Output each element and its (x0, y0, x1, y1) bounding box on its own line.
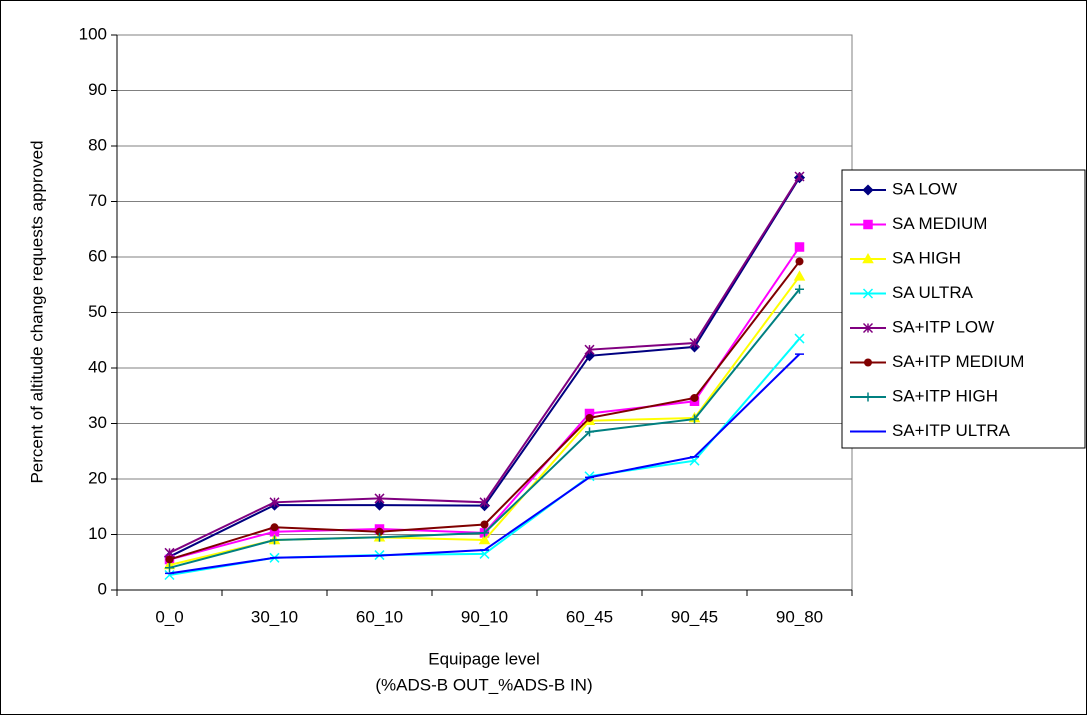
y-tick-label: 10 (88, 524, 107, 543)
y-tick-label: 20 (88, 468, 107, 487)
y-tick-label: 70 (88, 191, 107, 210)
x-tick-label: 60_45 (566, 607, 613, 626)
marker (165, 555, 174, 564)
y-axis-title: Percent of altitude change requests appr… (27, 140, 46, 483)
legend-label: SA+ITP HIGH (892, 386, 998, 405)
series (165, 284, 804, 573)
marker (270, 535, 279, 545)
marker (795, 257, 804, 266)
series (164, 171, 805, 558)
marker (478, 534, 491, 545)
legend-label: SA ULTRA (892, 283, 974, 302)
legend-label: SA HIGH (892, 248, 961, 267)
legend-label: SA+ITP LOW (892, 317, 994, 336)
y-tick-label: 0 (98, 579, 107, 598)
legend-label: SA MEDIUM (892, 214, 987, 233)
y-tick-label: 30 (88, 413, 107, 432)
legend-label: SA+ITP ULTRA (892, 421, 1011, 440)
marker (795, 284, 804, 294)
y-tick-label: 80 (88, 135, 107, 154)
marker (862, 322, 874, 334)
marker (375, 532, 384, 542)
x-tick-label: 90_10 (461, 607, 508, 626)
x-tick-label: 0_0 (155, 607, 183, 626)
marker (375, 527, 384, 536)
marker (864, 358, 872, 367)
marker (862, 252, 874, 264)
x-tick-label: 60_10 (356, 607, 403, 626)
marker (862, 184, 874, 196)
marker (863, 219, 873, 230)
legend-box (841, 169, 1086, 449)
marker (794, 242, 805, 252)
marker (794, 333, 805, 344)
y-tick-label: 60 (88, 246, 107, 265)
series (165, 257, 804, 564)
series (165, 353, 804, 575)
y-tick-label: 90 (88, 80, 107, 99)
marker (165, 563, 174, 573)
x-axis-title: (%ADS-B OUT_%ADS-B IN) (375, 675, 592, 694)
marker (690, 414, 699, 424)
marker (690, 393, 699, 402)
marker (863, 392, 873, 402)
y-tick-label: 100 (79, 24, 107, 43)
marker (585, 413, 594, 422)
marker (480, 520, 489, 529)
marker (269, 497, 280, 508)
y-tick-label: 50 (88, 302, 107, 321)
y-tick-label: 40 (88, 357, 107, 376)
legend-label: SA+ITP MEDIUM (892, 352, 1024, 371)
x-tick-label: 30_10 (251, 607, 298, 626)
legend-label: SA LOW (892, 179, 957, 198)
x-tick-label: 90_45 (671, 607, 718, 626)
marker (794, 171, 805, 182)
marker (374, 493, 385, 504)
marker (689, 337, 700, 349)
x-axis-title: Equipage level (428, 649, 540, 668)
marker (862, 288, 874, 299)
marker (270, 523, 279, 532)
marker (585, 427, 594, 437)
marker (480, 528, 489, 538)
marker (373, 499, 386, 511)
x-tick-label: 90_80 (776, 607, 823, 626)
marker (793, 270, 806, 281)
marker (479, 497, 490, 508)
marker (584, 344, 595, 355)
